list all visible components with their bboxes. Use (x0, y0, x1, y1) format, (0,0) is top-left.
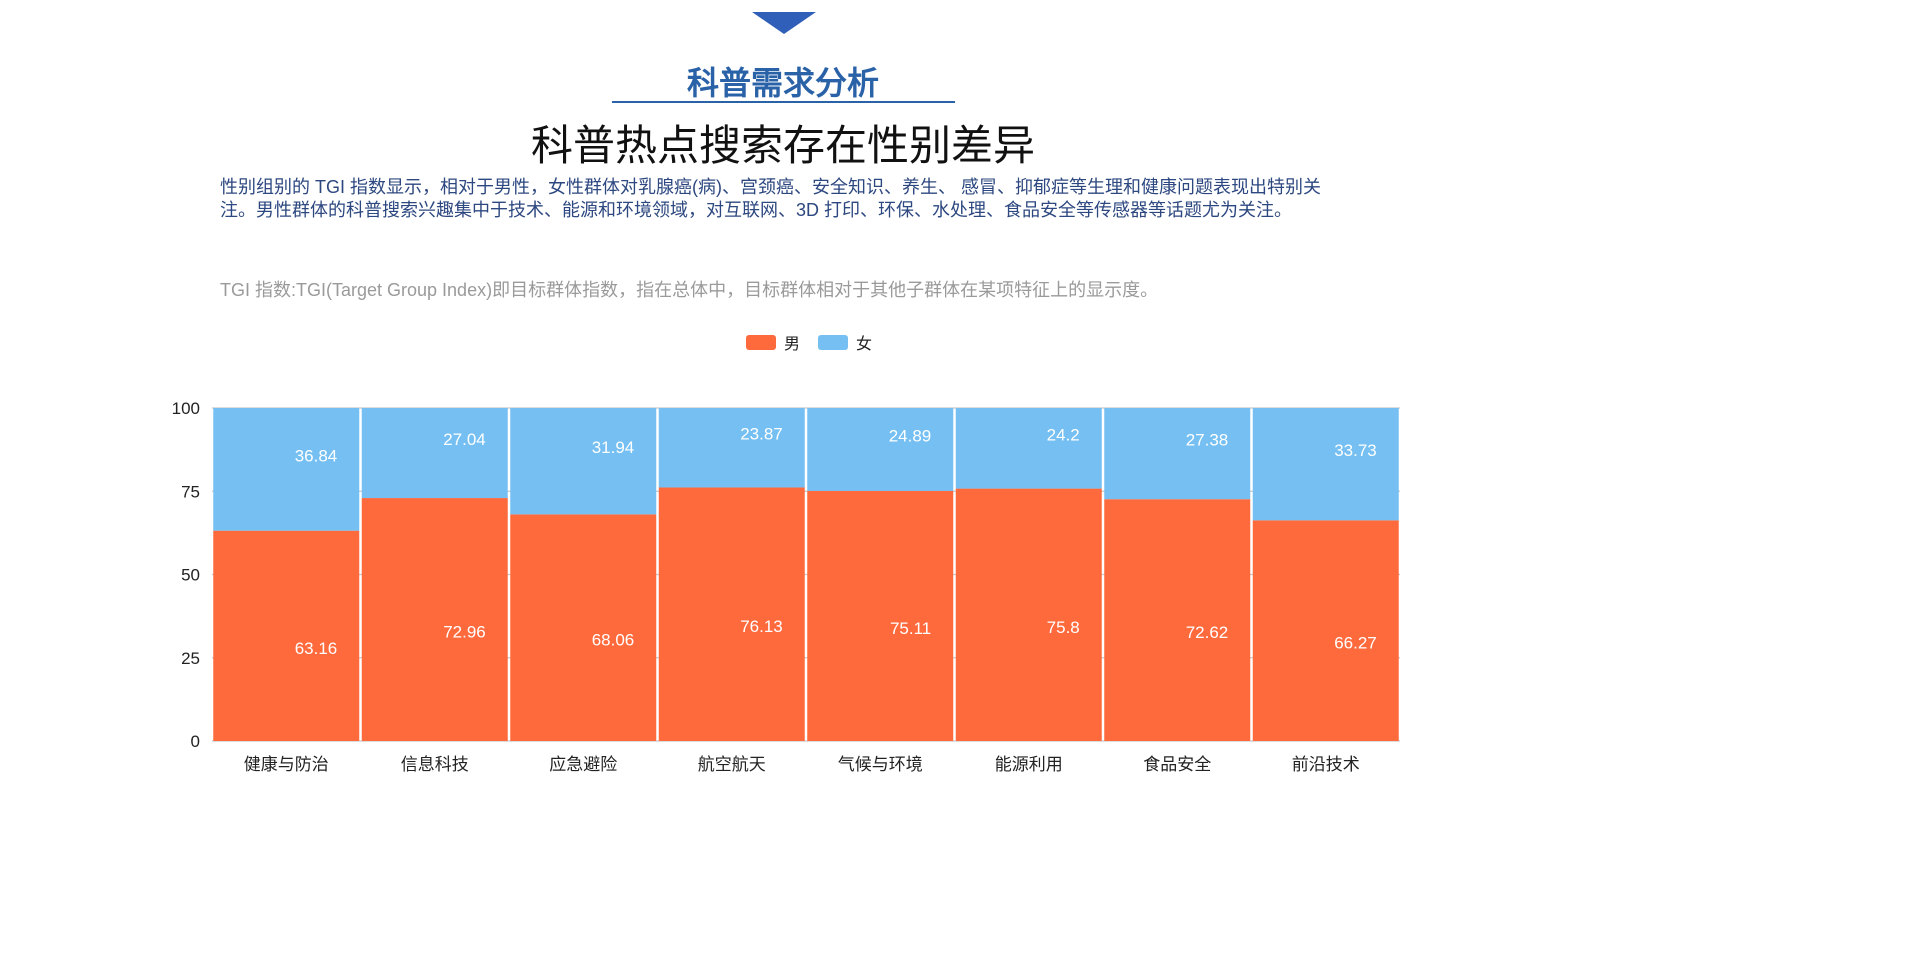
data-label: 33.73 (1334, 441, 1377, 460)
y-tick-label: 75 (181, 482, 200, 501)
data-label: 31.94 (592, 438, 635, 457)
legend-label-male: 男 (784, 336, 801, 353)
data-label: 27.38 (1186, 431, 1229, 450)
y-tick-label: 50 (181, 566, 200, 585)
bar-segment-male (1104, 499, 1251, 741)
data-label: 23.87 (740, 425, 783, 444)
data-label: 75.8 (1047, 618, 1080, 637)
x-tick-label: 能源利用 (995, 755, 1063, 775)
y-tick-label: 0 (191, 732, 200, 751)
data-label: 24.89 (889, 426, 932, 445)
data-label: 72.96 (443, 623, 486, 642)
bar-segment-female (361, 408, 508, 499)
data-label: 76.13 (740, 617, 783, 636)
data-label: 66.27 (1334, 634, 1377, 653)
description-paragraph: 性别组别的 TGI 指数显示，相对于男性，女性群体对乳腺癌(病)、宫颈癌、安全知… (220, 177, 1321, 220)
chart-legend: 男 女 (746, 330, 872, 354)
bar-segment-male (1252, 520, 1399, 741)
x-tick-label: 气候与环境 (838, 755, 923, 775)
data-label: 68.06 (592, 631, 635, 650)
x-tick-label: 信息科技 (401, 755, 469, 775)
x-tick-label: 航空航天 (698, 755, 766, 775)
bar-segment-female (1252, 408, 1399, 521)
data-label: 72.62 (1186, 623, 1229, 642)
bar-segment-male (955, 488, 1102, 741)
legend-swatch-female (818, 334, 849, 350)
data-label: 75.11 (890, 619, 931, 638)
bar-segment-female (510, 408, 657, 515)
bar-segment-female (658, 408, 805, 488)
bar-segment-male (807, 490, 954, 741)
tgi-note: TGI 指数:TGI(Target Group Index)即目标群体指数，指在… (220, 280, 1159, 300)
down-arrow-icon (752, 12, 816, 34)
bar-segment-female (955, 408, 1102, 489)
data-label: 63.16 (295, 639, 338, 658)
legend-label-female: 女 (856, 336, 873, 353)
x-tick-label: 健康与防治 (244, 755, 329, 775)
data-label: 36.84 (295, 446, 338, 465)
bar-segment-female (807, 408, 954, 491)
x-tick-label: 前沿技术 (1292, 755, 1360, 775)
bar-segment-female (213, 408, 360, 531)
x-tick-label: 应急避险 (549, 755, 617, 775)
y-tick-label: 25 (181, 649, 200, 668)
bar-segment-male (213, 530, 360, 741)
bar-segment-male (658, 487, 805, 741)
bar-segment-male (510, 514, 657, 741)
x-tick-label: 食品安全 (1143, 755, 1211, 775)
page-title: 科普热点搜索存在性别差异 (530, 122, 1035, 169)
data-label: 24.2 (1047, 425, 1080, 444)
data-label: 27.04 (443, 430, 486, 449)
subtitle-divider (612, 101, 955, 103)
bar-segment-female (1104, 408, 1251, 500)
section-subtitle: 科普需求分析 (686, 65, 879, 101)
y-tick-label: 100 (172, 399, 200, 418)
bar-segment-male (361, 498, 508, 741)
legend-swatch-male (746, 334, 776, 350)
